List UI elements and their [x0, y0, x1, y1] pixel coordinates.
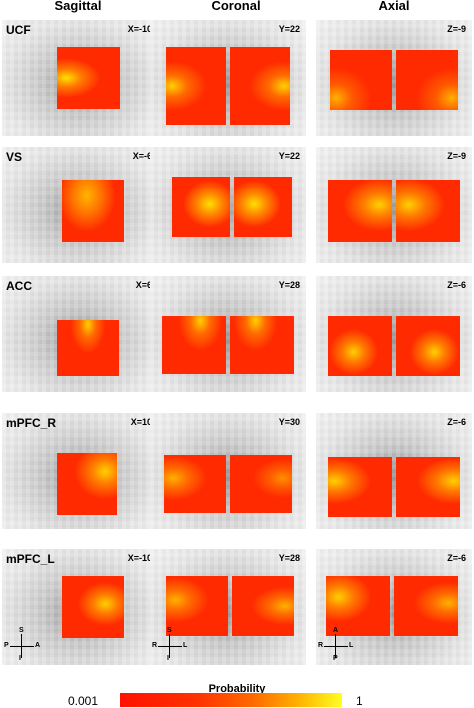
panel-ucf-sagittal: UCF X=-10 — [2, 20, 158, 136]
compass-left: R — [152, 642, 158, 649]
column-header-sagittal: Sagittal — [54, 0, 102, 13]
row-label: ACC — [6, 279, 32, 293]
activation-map-left — [330, 50, 392, 110]
orientation-compass: S I P A — [4, 627, 41, 663]
compass-left: R — [318, 642, 324, 649]
compass-left: P — [4, 642, 9, 649]
slice-coordinate: Z=-9 — [447, 151, 466, 161]
panel-mpfc-l-axial: Z=-6 A P R L — [316, 549, 472, 665]
activation-map-right — [230, 47, 290, 125]
slice-coordinate: X=-10 — [127, 24, 152, 34]
activation-map-left — [164, 455, 226, 513]
activation-map-right — [230, 316, 294, 374]
activation-map-left — [166, 576, 228, 636]
activation-map — [57, 453, 117, 515]
activation-map-right — [396, 316, 460, 376]
colorbar-min-label: 0.001 — [68, 694, 99, 708]
activation-map-right — [234, 177, 292, 237]
row-label: mPFC_L — [6, 552, 55, 566]
slice-coordinate: Y=22 — [278, 24, 300, 34]
panel-vs-sagittal: VS X=-6 — [2, 147, 158, 263]
activation-map-right — [396, 457, 460, 517]
colorbar-gradient — [120, 693, 342, 707]
panel-acc-axial: Z=-6 — [316, 276, 472, 392]
panel-mpfc-l-sagittal: mPFC_L X=-10 S I P A — [2, 549, 158, 665]
activation-map-left — [328, 316, 392, 376]
slice-coordinate: Y=28 — [278, 280, 300, 290]
activation-map-left — [328, 180, 392, 242]
activation-map — [62, 576, 124, 638]
slice-coordinate: Z=-6 — [447, 417, 466, 427]
slice-coordinate: Y=30 — [278, 417, 300, 427]
activation-map-right — [230, 455, 292, 513]
activation-map — [57, 320, 119, 376]
slice-coordinate: Z=-6 — [447, 553, 466, 563]
panel-vs-coronal: Y=22 — [150, 147, 306, 263]
compass-right: L — [183, 642, 188, 649]
panel-acc-coronal: Y=28 — [150, 276, 306, 392]
panel-ucf-coronal: Y=22 — [150, 20, 306, 136]
compass-top: S — [167, 627, 172, 634]
activation-map-left — [162, 316, 226, 374]
compass-right: L — [349, 642, 354, 649]
row-label: mPFC_R — [6, 416, 57, 430]
panel-acc-sagittal: ACC X=6 — [2, 276, 158, 392]
panel-mpfc-r-axial: Z=-6 — [316, 413, 472, 529]
slice-coordinate: X=-10 — [127, 553, 152, 563]
orientation-compass: S I R L — [152, 627, 188, 663]
panel-mpfc-l-coronal: Y=28 S I R L — [150, 549, 306, 665]
column-header-coronal: Coronal — [211, 0, 261, 13]
row-label: VS — [6, 150, 23, 164]
compass-top: S — [19, 627, 24, 634]
slice-coordinate: Z=-9 — [447, 24, 466, 34]
activation-map-left — [166, 47, 226, 125]
slice-coordinate: Y=28 — [278, 553, 300, 563]
compass-top: A — [333, 627, 339, 634]
activation-map-left — [326, 576, 390, 636]
activation-map-left — [172, 177, 230, 237]
compass-bottom: P — [333, 655, 338, 662]
orientation-compass: A P R L — [318, 627, 354, 663]
panel-ucf-axial: Z=-9 — [316, 20, 472, 136]
panel-vs-axial: Z=-9 — [316, 147, 472, 263]
activation-map-right — [396, 180, 460, 242]
compass-bottom: I — [19, 655, 21, 662]
activation-map-right — [396, 50, 458, 110]
compass-bottom: I — [167, 655, 169, 662]
slice-coordinate: X=-6 — [132, 151, 152, 161]
row-label: UCF — [6, 23, 31, 37]
activation-map — [62, 180, 124, 242]
slice-coordinate: X=6 — [135, 280, 152, 290]
colorbar-title: Probability — [208, 683, 266, 695]
column-header-axial: Axial — [378, 0, 410, 13]
colorbar-max-label: 1 — [356, 694, 363, 708]
activation-map — [57, 47, 120, 109]
activation-map-right — [232, 576, 294, 636]
activation-map-left — [328, 457, 392, 517]
compass-right: A — [35, 642, 41, 649]
activation-map-right — [394, 576, 458, 636]
slice-coordinate: Y=22 — [278, 151, 300, 161]
slice-coordinate: Z=-6 — [447, 280, 466, 290]
slice-coordinate: X=10 — [130, 417, 152, 427]
panel-mpfc-r-coronal: Y=30 — [150, 413, 306, 529]
panel-mpfc-r-sagittal: mPFC_R X=10 — [2, 413, 158, 529]
